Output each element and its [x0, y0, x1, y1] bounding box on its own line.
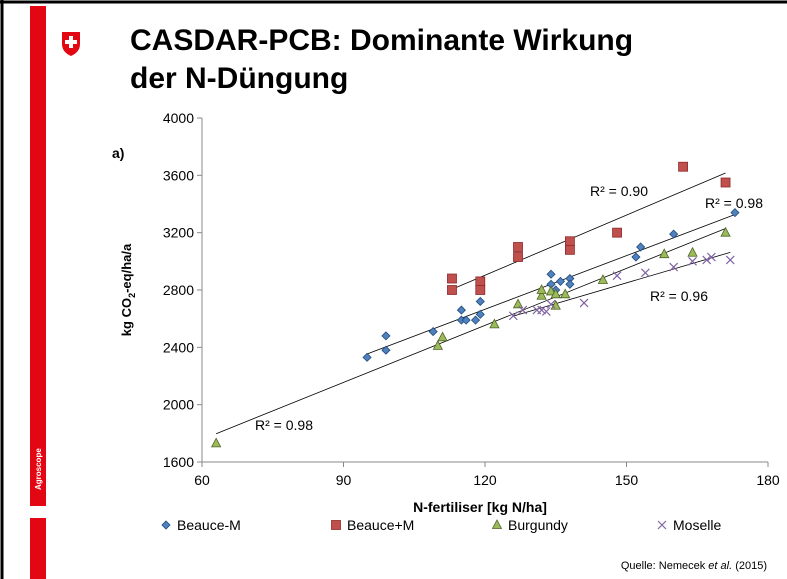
point	[640, 268, 650, 278]
point	[475, 285, 486, 295]
x-tick-label: 120	[473, 472, 497, 488]
point	[512, 298, 524, 309]
point	[597, 274, 609, 284]
point	[475, 296, 485, 307]
point	[579, 298, 589, 308]
legend-label: Beauce-M	[177, 517, 241, 533]
legend-label: Burgundy	[508, 517, 568, 533]
r-squared: R² = 0.90	[590, 183, 648, 199]
legend-marker	[491, 519, 503, 529]
point	[565, 279, 575, 289]
point	[489, 318, 500, 329]
point	[518, 305, 528, 315]
point	[545, 285, 557, 296]
x-tick-label: 150	[615, 472, 639, 488]
point	[546, 269, 556, 279]
point	[362, 352, 372, 362]
y-tick-label: 2000	[163, 397, 194, 413]
point	[447, 285, 457, 295]
point	[546, 299, 556, 309]
point	[678, 161, 688, 172]
r-squared: R² = 0.98	[255, 417, 313, 433]
point	[541, 307, 551, 316]
point	[669, 262, 679, 272]
point	[688, 256, 697, 266]
point	[550, 288, 561, 299]
point	[536, 289, 547, 300]
brand: Agroscope	[34, 448, 43, 490]
title: CASDAR-PCB: Dominante Wirkung	[130, 24, 633, 57]
y-axis-label: kg CO2-eq/ha/a	[119, 243, 137, 336]
y-tick-label: 2400	[163, 339, 194, 355]
point	[461, 315, 471, 325]
point	[513, 252, 523, 262]
point	[508, 311, 518, 321]
legend-marker	[331, 520, 341, 530]
point	[381, 331, 391, 341]
y-tick-label: 3200	[163, 225, 194, 241]
legend-label: Beauce+M	[347, 517, 414, 533]
point	[456, 305, 466, 315]
point	[475, 276, 486, 287]
legend-marker	[657, 520, 667, 530]
point	[437, 331, 448, 342]
x-axis-label: N-fertiliser [kg N/ha]	[413, 499, 547, 515]
point	[659, 248, 670, 259]
point	[669, 229, 679, 239]
point	[636, 242, 646, 252]
point	[428, 327, 438, 337]
point	[210, 437, 222, 448]
x-tick-label: 90	[336, 472, 352, 488]
x-tick-label: 180	[756, 472, 780, 488]
r-squared: R² = 0.96	[650, 288, 708, 304]
point	[687, 246, 698, 257]
point	[720, 226, 731, 237]
point	[730, 208, 740, 218]
brand-bar	[30, 518, 46, 579]
point	[475, 309, 485, 319]
brand-bar	[30, 6, 46, 506]
point	[447, 273, 457, 284]
point	[631, 252, 641, 262]
point	[513, 242, 523, 252]
source: Quelle: Nemecek et al. (2015)	[621, 560, 767, 572]
point	[725, 255, 735, 265]
title: der N-Düngung	[130, 62, 348, 95]
point	[555, 276, 566, 286]
panel-label: a)	[112, 145, 124, 161]
y-tick-label: 2800	[163, 282, 194, 298]
y-tick-label: 1600	[163, 454, 194, 470]
trendline	[451, 172, 726, 290]
point	[565, 236, 575, 247]
point	[536, 284, 547, 294]
point	[702, 255, 712, 265]
legend-marker	[161, 520, 171, 530]
y-tick-label: 4000	[163, 110, 194, 126]
point	[565, 244, 575, 255]
point	[432, 340, 443, 350]
trendline	[216, 228, 726, 435]
legend-label: Moselle	[673, 517, 721, 533]
r-squared: R² = 0.98	[705, 195, 763, 211]
point	[612, 271, 622, 281]
x-tick-label: 60	[194, 472, 210, 488]
point	[720, 177, 731, 188]
swiss-cross	[65, 36, 77, 48]
point	[471, 315, 481, 325]
y-tick-label: 3600	[163, 167, 194, 183]
point	[706, 252, 716, 262]
point	[560, 288, 571, 299]
point	[612, 227, 622, 238]
point	[381, 345, 391, 355]
